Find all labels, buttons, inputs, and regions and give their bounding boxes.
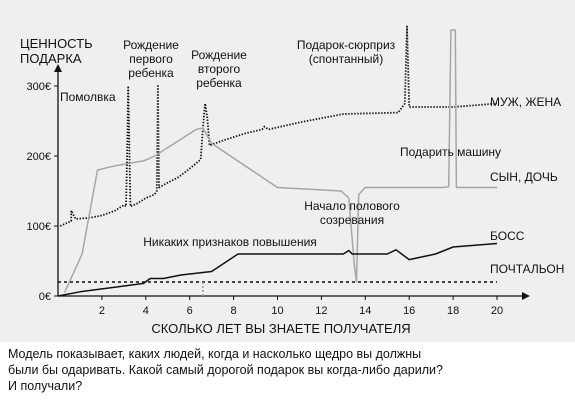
series-label: ПОЧТАЛЬОН: [490, 262, 564, 276]
series-lines: [57, 25, 498, 297]
y-axis-title: ЦЕННОСТЬ: [20, 36, 93, 51]
annotation-line: ребенка: [196, 76, 242, 90]
y-tick-label: 200€: [27, 151, 51, 163]
x-tick-label: 2: [99, 305, 105, 317]
annotation-line: ребенка: [128, 66, 174, 80]
series-line: [63, 29, 497, 293]
annotation: Никаких признаков повышения: [143, 235, 317, 249]
annotation: Подарок-сюрприз (спонтанный): [297, 38, 396, 66]
annotation-line: Начало полового: [304, 199, 400, 213]
x-tick-label: 14: [359, 305, 371, 317]
annotation: Начало полового созревания: [304, 199, 400, 227]
x-axis-title: СКОЛЬКО ЛЕТ ВЫ ЗНАЕТЕ ПОЛУЧАТЕЛЯ: [151, 321, 410, 336]
x-tick-label: 6: [187, 305, 193, 317]
series-line: [57, 242, 498, 297]
annotation: Помолвка: [60, 90, 116, 104]
axes: [54, 64, 530, 300]
x-tick-label: 18: [447, 305, 459, 317]
chart-panel: [0, 0, 575, 342]
annotation: Рождение второго ребенка: [191, 48, 247, 90]
caption-text: Модель показывает, каких людей, когда и …: [8, 347, 443, 393]
annotation-line: Подарить машину: [400, 145, 501, 159]
x-tick-label: 16: [403, 305, 415, 317]
x-axis-arrow: [522, 292, 530, 300]
y-axis-arrow: [54, 64, 62, 72]
annotation-line: Помолвка: [60, 90, 116, 104]
y-tick-label: 300€: [27, 81, 51, 93]
series-label: МУЖ, ЖЕНА: [490, 95, 561, 109]
y-tick-label: 100€: [27, 221, 51, 233]
x-tick-label: 8: [231, 305, 237, 317]
y-tick-label: 0€: [39, 291, 51, 303]
x-tick-label: 4: [143, 305, 149, 317]
annotation-line: первого: [129, 52, 173, 66]
tick-labels: 2 4 6 8 10 12 14 16 18 200€100€200€300€: [27, 81, 504, 317]
annotation: Рождение первого ребенка: [123, 38, 179, 80]
annotation-line: Рождение: [191, 48, 247, 62]
gift-value-chart: 2 4 6 8 10 12 14 16 18 200€100€200€300€ МУЖ, ЖЕНА…: [20, 25, 564, 336]
annotation-line: Подарок-сюрприз: [297, 38, 396, 52]
series-labels: МУЖ, ЖЕНА СЫН, ДОЧЬ БОСС ПОЧТАЛЬОН: [490, 95, 564, 276]
series-label: БОСС: [490, 229, 525, 243]
annotation: Подарить машину: [400, 145, 501, 159]
annotation-line: Никаких признаков повышения: [143, 235, 317, 249]
annotation-line: созревания: [320, 213, 384, 227]
annotation-line: (спонтанный): [309, 52, 383, 66]
y-axis-title: ПОДАРКА: [20, 51, 82, 66]
series-line: [59, 25, 498, 227]
x-tick-label: 12: [315, 305, 327, 317]
x-tick-label: 10: [271, 305, 283, 317]
annotation-line: второго: [198, 62, 241, 76]
annotation-line: Рождение: [123, 38, 179, 52]
series-label: СЫН, ДОЧЬ: [490, 170, 558, 184]
x-tick-label: 20: [491, 305, 503, 317]
